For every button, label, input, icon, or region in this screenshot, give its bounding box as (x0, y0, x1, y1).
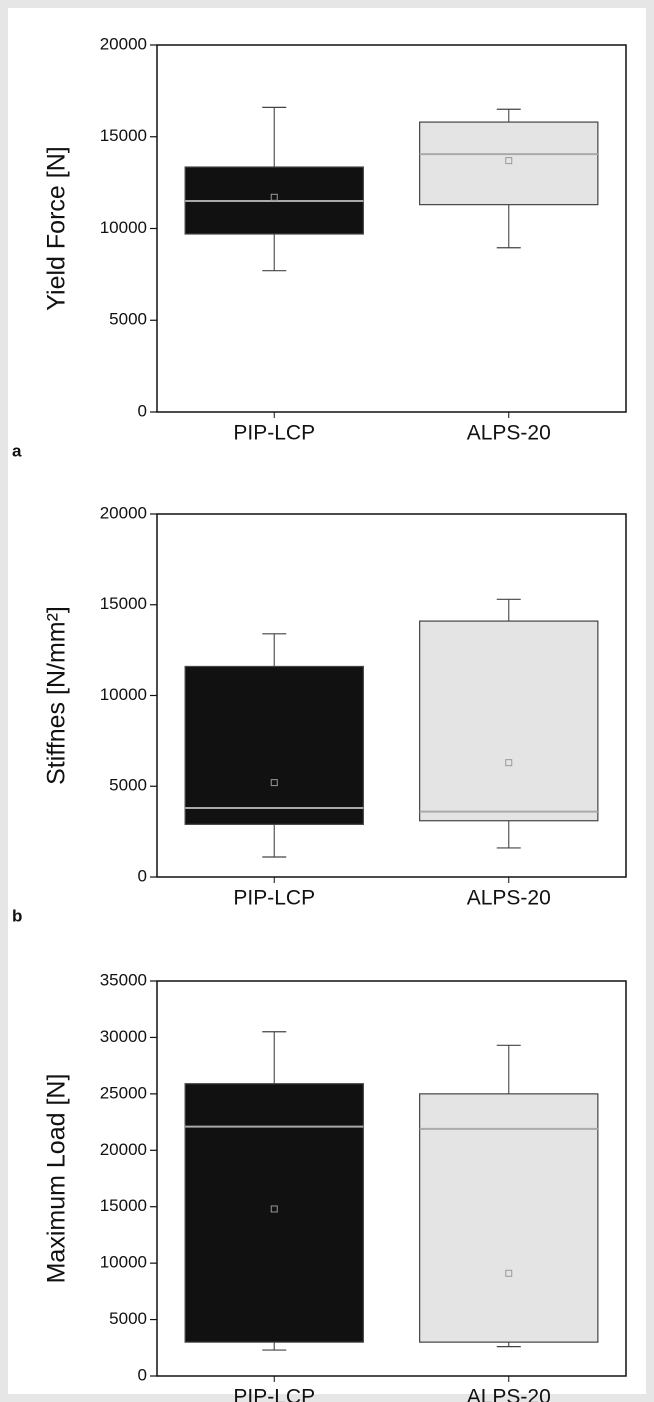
y-tick-label: 5000 (109, 776, 147, 795)
y-tick-label: 25000 (100, 1083, 147, 1102)
y-tick-label: 20000 (100, 34, 147, 53)
plot-frame (156, 980, 627, 1377)
box (419, 1093, 599, 1343)
y-tick-label: 0 (138, 866, 147, 885)
x-tick-label: PIP-LCP (233, 422, 315, 445)
y-tick-label: 20000 (100, 1140, 147, 1159)
box (184, 1083, 364, 1343)
mean-marker (505, 157, 513, 165)
mean-marker (270, 779, 278, 787)
y-tick-label: 10000 (100, 218, 147, 237)
y-tick-label: 0 (138, 1365, 147, 1384)
y-tick-label: 5000 (109, 1309, 147, 1328)
mean-marker (270, 193, 278, 201)
y-tick-label: 15000 (100, 594, 147, 613)
x-tick-label: ALPS-20 (467, 422, 551, 445)
mean-marker (505, 1269, 513, 1277)
y-tick-label: 5000 (109, 310, 147, 329)
y-tick-label: 15000 (100, 126, 147, 145)
x-tick-label: ALPS-20 (467, 887, 551, 910)
y-tick-label: 0 (138, 401, 147, 420)
y-tick-label: 10000 (100, 685, 147, 704)
mean-marker (505, 759, 513, 767)
y-tick-label: 10000 (100, 1253, 147, 1272)
y-tick-label: 15000 (100, 1196, 147, 1215)
panel-label: a (12, 441, 22, 460)
x-tick-label: PIP-LCP (233, 887, 315, 910)
y-tick-label: 35000 (100, 970, 147, 989)
y-tick-label: 20000 (100, 503, 147, 522)
y-tick-label: 30000 (100, 1027, 147, 1046)
y-axis-label: Stiffnes [N/mm²] (43, 606, 71, 785)
box (419, 620, 599, 822)
y-axis-label: Yield Force [N] (43, 146, 71, 310)
panel-label: b (12, 906, 22, 925)
x-tick-label: PIP-LCP (233, 1386, 315, 1402)
y-axis-label: Maximum Load [N] (43, 1074, 71, 1284)
x-tick-label: ALPS-20 (467, 1386, 551, 1402)
box (184, 665, 364, 825)
mean-marker (270, 1205, 278, 1213)
